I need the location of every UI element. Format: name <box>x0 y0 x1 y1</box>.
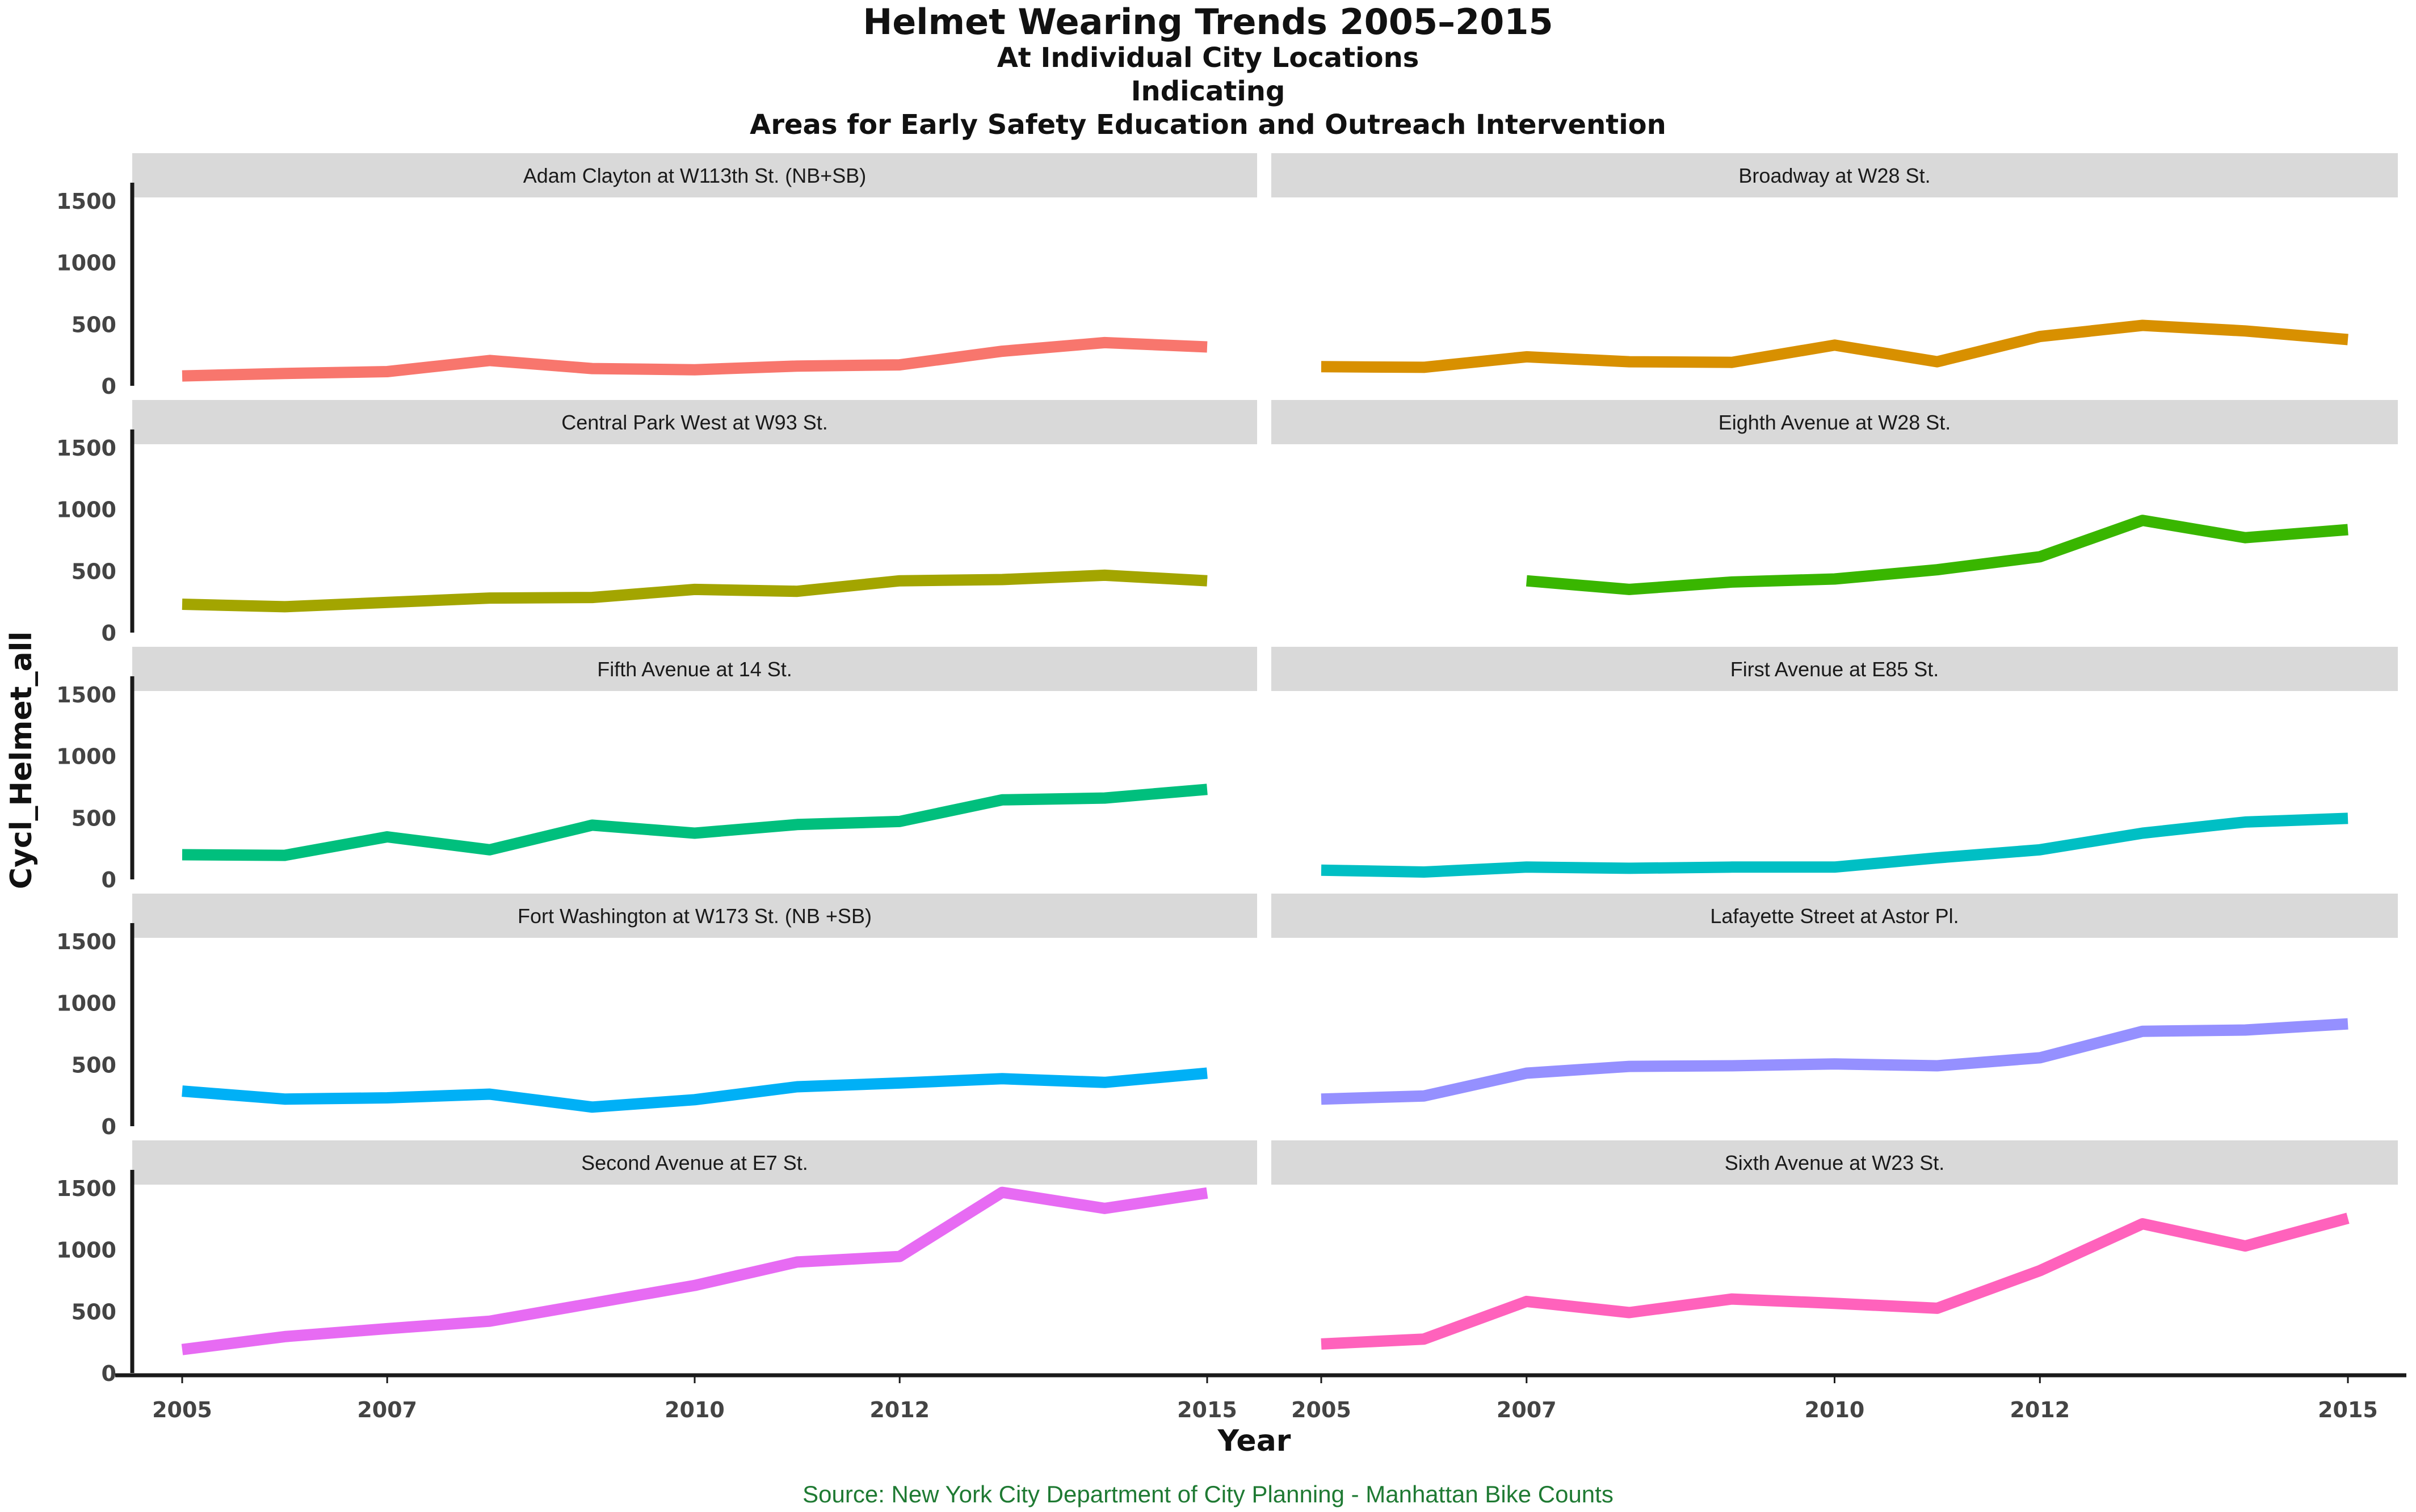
x-tick-label-col-1-2010: 2010 <box>665 1397 725 1422</box>
facet-strip-label-1: Adam Clayton at W113th St. (NB+SB) <box>523 164 867 187</box>
series-line-2 <box>1321 319 2348 373</box>
y-tick-label-row-5-1000: 1000 <box>56 1238 116 1263</box>
facet-strip-label-10: Sixth Avenue at W23 St. <box>1725 1151 1945 1174</box>
y-axis-title: Cycl_Helmet_all <box>5 631 39 890</box>
x-tick-label-col-2-2005: 2005 <box>1291 1397 1351 1422</box>
x-axis-title: Year <box>1217 1424 1291 1458</box>
x-tick-label-col-1-2015: 2015 <box>1177 1397 1237 1422</box>
facet-strip-label-7: Fort Washington at W173 St. (NB +SB) <box>518 904 872 928</box>
series-line-9 <box>181 1186 1208 1355</box>
y-tick-label-row-1-0: 0 <box>102 374 116 399</box>
series-line-4 <box>1526 515 2348 595</box>
facet-strip-label-5: Fifth Avenue at 14 St. <box>597 658 792 681</box>
y-tick-label-row-2-0: 0 <box>102 621 116 646</box>
y-tick-label-row-2-500: 500 <box>72 559 116 584</box>
y-tick-label-row-1-1000: 1000 <box>56 251 116 276</box>
y-tick-label-row-4-0: 0 <box>102 1114 116 1139</box>
facet-strip-2 <box>1271 153 2398 197</box>
series-line-5 <box>182 784 1208 861</box>
series-line-6 <box>1321 812 2348 878</box>
facet-strip-3 <box>132 400 1257 444</box>
facet-strip-label-6: First Avenue at E85 St. <box>1730 658 1939 681</box>
x-tick-label-col-2-2010: 2010 <box>1805 1397 1865 1422</box>
series-line-7 <box>182 1067 1208 1113</box>
facet-strip-10 <box>1271 1140 2398 1185</box>
facet-strip-4 <box>1271 400 2398 444</box>
chart-subtitle-line-3: Areas for Early Safety Education and Out… <box>750 109 1666 141</box>
y-tick-label-row-3-500: 500 <box>72 806 116 831</box>
y-tick-label-row-4-1000: 1000 <box>56 991 116 1016</box>
x-tick-label-col-1-2005: 2005 <box>152 1397 212 1422</box>
series-line-1 <box>182 336 1208 382</box>
facet-strip-7 <box>132 894 1257 938</box>
facet-strip-label-3: Central Park West at W93 St. <box>561 411 828 434</box>
facet-strip-9 <box>132 1140 1257 1185</box>
y-tick-label-row-3-1500: 1500 <box>56 683 116 707</box>
series-line-8 <box>1321 1018 2348 1105</box>
x-tick-label-col-2-2007: 2007 <box>1497 1397 1557 1422</box>
facet-strip-1 <box>132 153 1257 197</box>
facet-strip-label-9: Second Avenue at E7 St. <box>581 1151 808 1174</box>
facet-strip-label-2: Broadway at W28 St. <box>1738 164 1930 187</box>
y-tick-label-row-1-500: 500 <box>72 312 116 337</box>
facet-strip-8 <box>1271 894 2398 938</box>
x-tick-label-col-2-2015: 2015 <box>2318 1397 2378 1422</box>
y-tick-label-row-4-1500: 1500 <box>56 929 116 954</box>
y-tick-label-row-3-1000: 1000 <box>56 744 116 769</box>
facet-strip-label-4: Eighth Avenue at W28 St. <box>1718 411 1951 434</box>
y-tick-label-row-3-0: 0 <box>102 867 116 892</box>
y-tick-label-row-5-500: 500 <box>72 1299 116 1324</box>
facet-strip-6 <box>1271 647 2398 691</box>
x-tick-label-col-1-2012: 2012 <box>869 1397 930 1422</box>
y-tick-label-row-5-0: 0 <box>102 1361 116 1386</box>
y-tick-label-row-2-1000: 1000 <box>56 498 116 523</box>
y-tick-label-row-2-1500: 1500 <box>56 436 116 461</box>
y-tick-label-row-5-1500: 1500 <box>56 1176 116 1201</box>
series-line-10 <box>1321 1212 2350 1350</box>
x-tick-label-col-1-2007: 2007 <box>357 1397 417 1422</box>
chart-subtitle-line-1: At Individual City Locations <box>997 42 1419 74</box>
chart-subtitle-line-2: Indicating <box>1131 75 1285 107</box>
facet-strip-5 <box>132 647 1257 691</box>
y-tick-label-row-1-1500: 1500 <box>56 189 116 214</box>
series-line-3 <box>182 569 1208 613</box>
source-note: Source: New York City Department of City… <box>802 1481 1614 1507</box>
y-tick-label-row-4-500: 500 <box>72 1052 116 1077</box>
chart-title: Helmet Wearing Trends 2005–2015 <box>863 1 1553 43</box>
x-tick-label-col-2-2012: 2012 <box>2010 1397 2070 1422</box>
facet-strip-label-8: Lafayette Street at Astor Pl. <box>1710 904 1959 928</box>
